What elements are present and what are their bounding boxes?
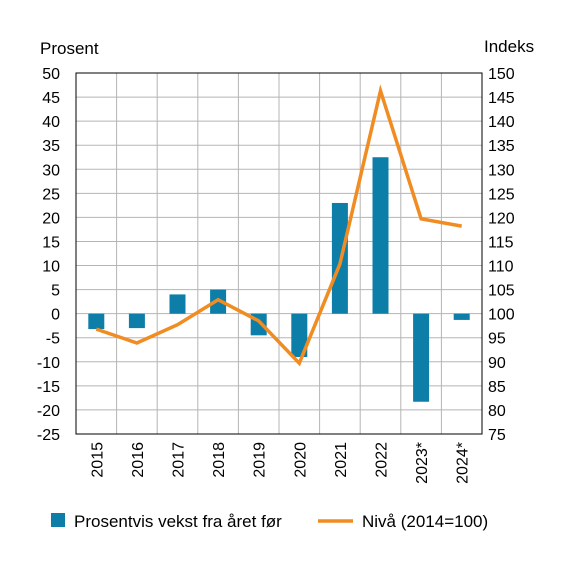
right-tick-label: 95 <box>488 331 506 348</box>
right-tick-label: 120 <box>488 210 515 227</box>
right-tick-label: 115 <box>488 234 514 251</box>
right-tick-label: 80 <box>488 403 506 420</box>
left-tick-label: -20 <box>37 403 60 420</box>
right-tick-label: 90 <box>488 355 506 372</box>
right-tick-label: 75 <box>488 427 506 444</box>
left-tick-label: 0 <box>51 307 60 324</box>
left-tick-label: 30 <box>42 162 60 179</box>
line-path <box>95 84 463 367</box>
right-tick-label: 145 <box>488 90 515 107</box>
bar <box>88 313 105 330</box>
x-tick-label: 2022 <box>374 442 391 478</box>
left-axis-title: Prosent <box>40 39 99 58</box>
x-tick-label: 2019 <box>252 442 269 478</box>
bar <box>128 313 145 329</box>
left-tick-label: -5 <box>46 331 60 348</box>
left-tick-label: -15 <box>37 379 60 396</box>
left-tick-label: 15 <box>42 234 60 251</box>
left-tick-label: 20 <box>42 210 60 227</box>
plot-frame <box>75 72 483 435</box>
x-tick-label: 2023* <box>414 442 431 484</box>
right-axis-ticks: 150 145 140 135 130 125 120 115 110 105 100 95 90 85 8… <box>488 66 515 444</box>
right-tick-label: 150 <box>488 66 515 83</box>
left-tick-label: 35 <box>42 138 60 155</box>
bar <box>372 157 389 314</box>
legend-bar-label: Prosentvis vekst fra året før <box>74 512 282 531</box>
x-tick-label: 2016 <box>130 442 147 478</box>
right-axis-title: Indeks <box>484 37 534 56</box>
legend-bar-swatch <box>51 513 65 527</box>
right-tick-label: 140 <box>488 114 515 131</box>
right-tick-label: 100 <box>488 307 515 324</box>
left-tick-label: -25 <box>37 427 60 444</box>
x-tick-label: 2020 <box>292 442 309 478</box>
left-tick-label: -10 <box>37 355 60 372</box>
bar <box>453 313 470 320</box>
right-tick-label: 110 <box>488 259 514 276</box>
x-axis-ticks: 2015 2016 2017 2018 2019 2020 2021 2022 2023* 202… <box>89 442 471 484</box>
bar <box>169 294 186 314</box>
left-tick-label: 25 <box>42 186 60 203</box>
bar <box>291 313 308 357</box>
left-tick-label: 50 <box>42 66 60 83</box>
x-tick-label: 2021 <box>333 442 350 478</box>
right-tick-label: 125 <box>488 186 515 203</box>
x-tick-label: 2024* <box>455 442 472 484</box>
right-tick-label: 130 <box>488 162 515 179</box>
right-tick-label: 135 <box>488 138 515 155</box>
legend: Prosentvis vekst fra året før Nivå (2014… <box>51 512 488 531</box>
legend-line-label: Nivå (2014=100) <box>362 512 488 531</box>
bar <box>413 313 430 402</box>
right-tick-label: 105 <box>488 283 515 300</box>
line-series <box>95 84 463 367</box>
x-tick-label: 2015 <box>89 442 106 478</box>
x-tick-label: 2018 <box>211 442 228 478</box>
left-tick-label: 45 <box>42 90 60 107</box>
left-tick-label: 10 <box>42 259 60 276</box>
x-tick-label: 2017 <box>171 442 188 478</box>
left-tick-label: 40 <box>42 114 60 131</box>
left-tick-label: 5 <box>51 283 60 300</box>
right-tick-label: 85 <box>488 379 506 396</box>
